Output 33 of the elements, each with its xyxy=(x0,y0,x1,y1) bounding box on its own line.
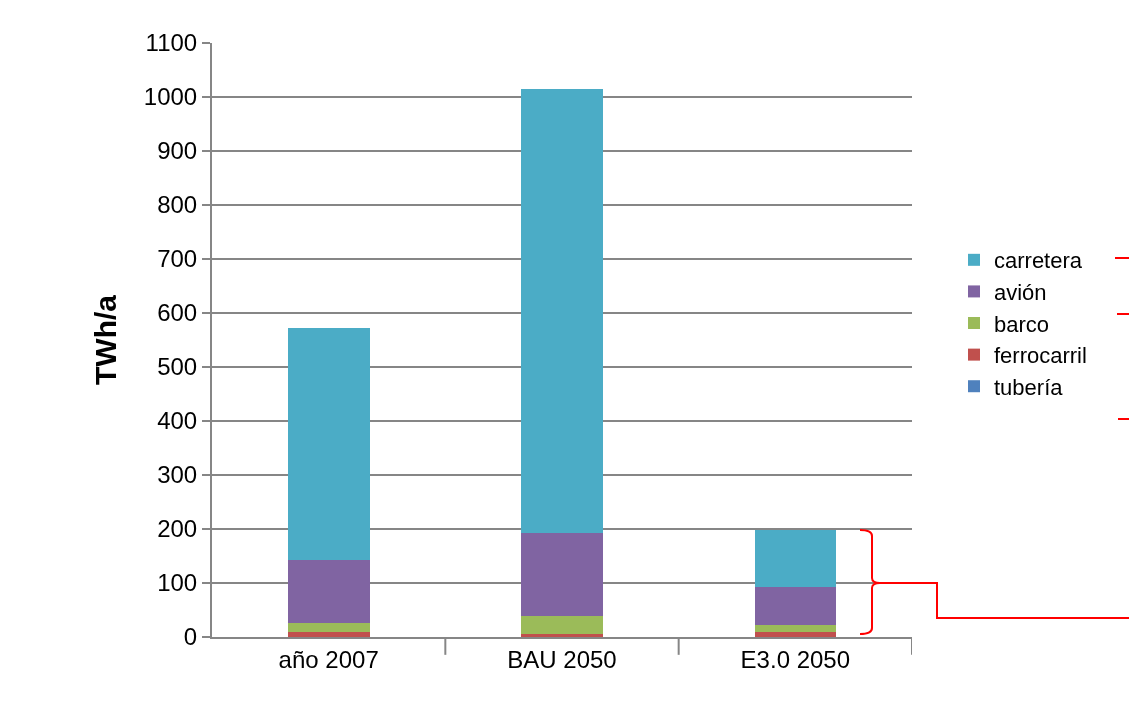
x-tick-label: E3.0 2050 xyxy=(740,645,851,673)
y-tick-label: 0 xyxy=(183,623,198,651)
legend-label: carretera xyxy=(994,248,1083,274)
bar xyxy=(754,631,837,637)
y-tick-label: 300 xyxy=(157,461,198,489)
y-tick-label: 400 xyxy=(157,407,198,435)
y-tick-label: 1000 xyxy=(143,83,198,111)
y-tick-label: 900 xyxy=(157,137,198,165)
y-tick-label: 700 xyxy=(157,245,198,273)
bar xyxy=(754,586,837,625)
y-tick-label: 1100 xyxy=(145,29,198,57)
bar xyxy=(521,634,603,637)
bar xyxy=(521,532,603,616)
legend-label: barco xyxy=(994,311,1050,337)
bar xyxy=(287,622,370,632)
bar xyxy=(754,530,837,587)
legend-label: tubería xyxy=(994,374,1064,400)
bar xyxy=(521,615,603,635)
x-tick-label: BAU 2050 xyxy=(507,645,617,673)
bar xyxy=(287,328,370,560)
bar xyxy=(754,624,837,632)
y-tick-label: 100 xyxy=(157,569,198,597)
y-tick-label: 500 xyxy=(157,353,198,381)
bar xyxy=(521,88,603,533)
bar xyxy=(287,559,370,623)
y-tick-label: 200 xyxy=(157,515,198,543)
y-axis-title: TWh/a xyxy=(89,294,123,385)
legend-label: avión xyxy=(994,280,1047,305)
legend-label: ferrocarril xyxy=(994,343,1087,369)
y-tick-label: 800 xyxy=(157,191,198,219)
bar xyxy=(287,631,370,637)
x-tick-label: año 2007 xyxy=(278,645,379,673)
y-tick-label: 600 xyxy=(157,299,198,327)
